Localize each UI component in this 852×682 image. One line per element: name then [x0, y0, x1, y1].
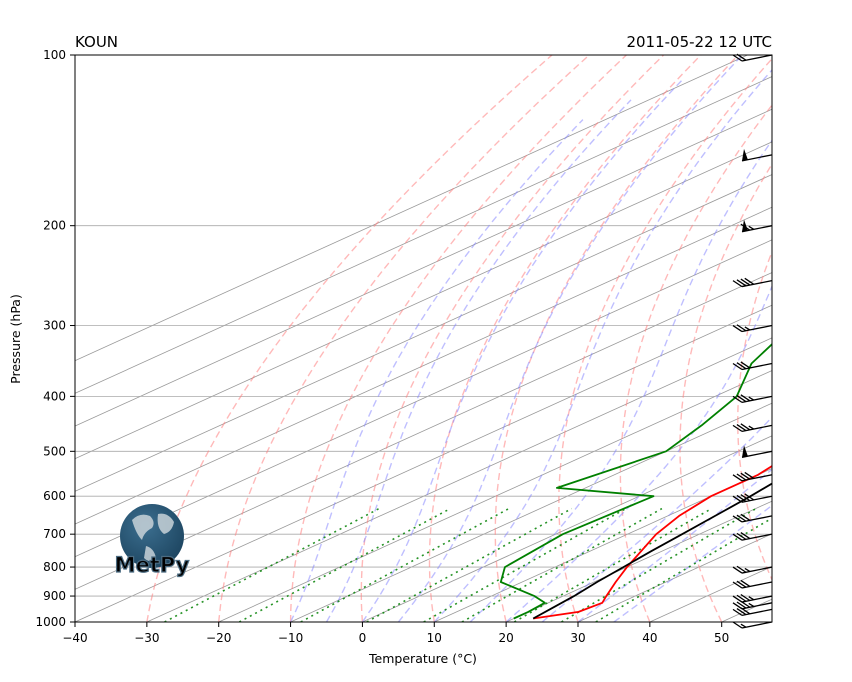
wind-barb — [733, 278, 772, 286]
isotherm-line — [650, 55, 852, 622]
wind-barb — [733, 594, 772, 602]
mixing-ratio-line — [562, 509, 757, 622]
y-tick-label: 900 — [43, 589, 66, 603]
y-tick-label: 500 — [43, 444, 66, 458]
x-tick-label: 20 — [498, 631, 513, 645]
logo-text: MetPy — [115, 553, 190, 577]
y-tick-label: 600 — [43, 489, 66, 503]
moist-adiabat — [291, 120, 583, 622]
dry-adiabat — [219, 55, 590, 622]
y-tick-label: 700 — [43, 527, 66, 541]
x-tick-label: −10 — [278, 631, 303, 645]
y-axis-ticks: 100 200 300 400 500 600 700 800 900 1000 — [35, 48, 75, 629]
x-tick-label: 50 — [714, 631, 729, 645]
y-tick-label: 400 — [43, 389, 66, 403]
y-tick-label: 200 — [43, 219, 66, 233]
isotherm-line — [794, 55, 852, 622]
x-tick-label: 10 — [427, 631, 442, 645]
moist-adiabats — [291, 55, 852, 622]
dry-adiabat — [147, 55, 552, 622]
mixing-ratio-lines — [165, 509, 789, 622]
wind-barb — [733, 424, 772, 432]
dry-adiabat — [430, 55, 701, 622]
isotherm-line — [75, 55, 852, 622]
x-tick-label: 40 — [642, 631, 657, 645]
dry-adiabat — [848, 55, 852, 622]
x-axis-ticks: −40 −30 −20 −10 0 10 20 30 40 50 — [62, 622, 729, 645]
y-axis-label: Pressure (hPa) — [8, 294, 23, 384]
wind-barbs — [733, 54, 772, 628]
wind-barb — [742, 149, 772, 161]
x-tick-label: −30 — [134, 631, 159, 645]
chart-title-left: KOUN — [75, 33, 118, 51]
chart-title-right: 2011-05-22 12 UTC — [626, 33, 772, 51]
y-tick-label: 1000 — [35, 615, 66, 629]
y-tick-label: 300 — [43, 319, 66, 333]
x-axis-label: Temperature (°C) — [368, 651, 477, 666]
moist-adiabat — [434, 55, 785, 622]
x-tick-label: −20 — [206, 631, 231, 645]
isotherm-line — [0, 55, 748, 622]
x-tick-label: 0 — [359, 631, 367, 645]
dry-adiabat — [620, 55, 812, 622]
y-tick-label: 800 — [43, 560, 66, 574]
x-tick-label: −40 — [62, 631, 87, 645]
y-tick-label: 100 — [43, 48, 66, 62]
wind-barb — [733, 622, 772, 628]
isotherm-line — [291, 55, 852, 622]
mixing-ratio-line — [301, 509, 509, 622]
dry-adiabat — [495, 55, 738, 622]
x-tick-label: 30 — [570, 631, 585, 645]
moist-adiabat — [542, 55, 852, 622]
dry-adiabat — [794, 55, 852, 622]
moist-adiabat — [614, 55, 852, 622]
